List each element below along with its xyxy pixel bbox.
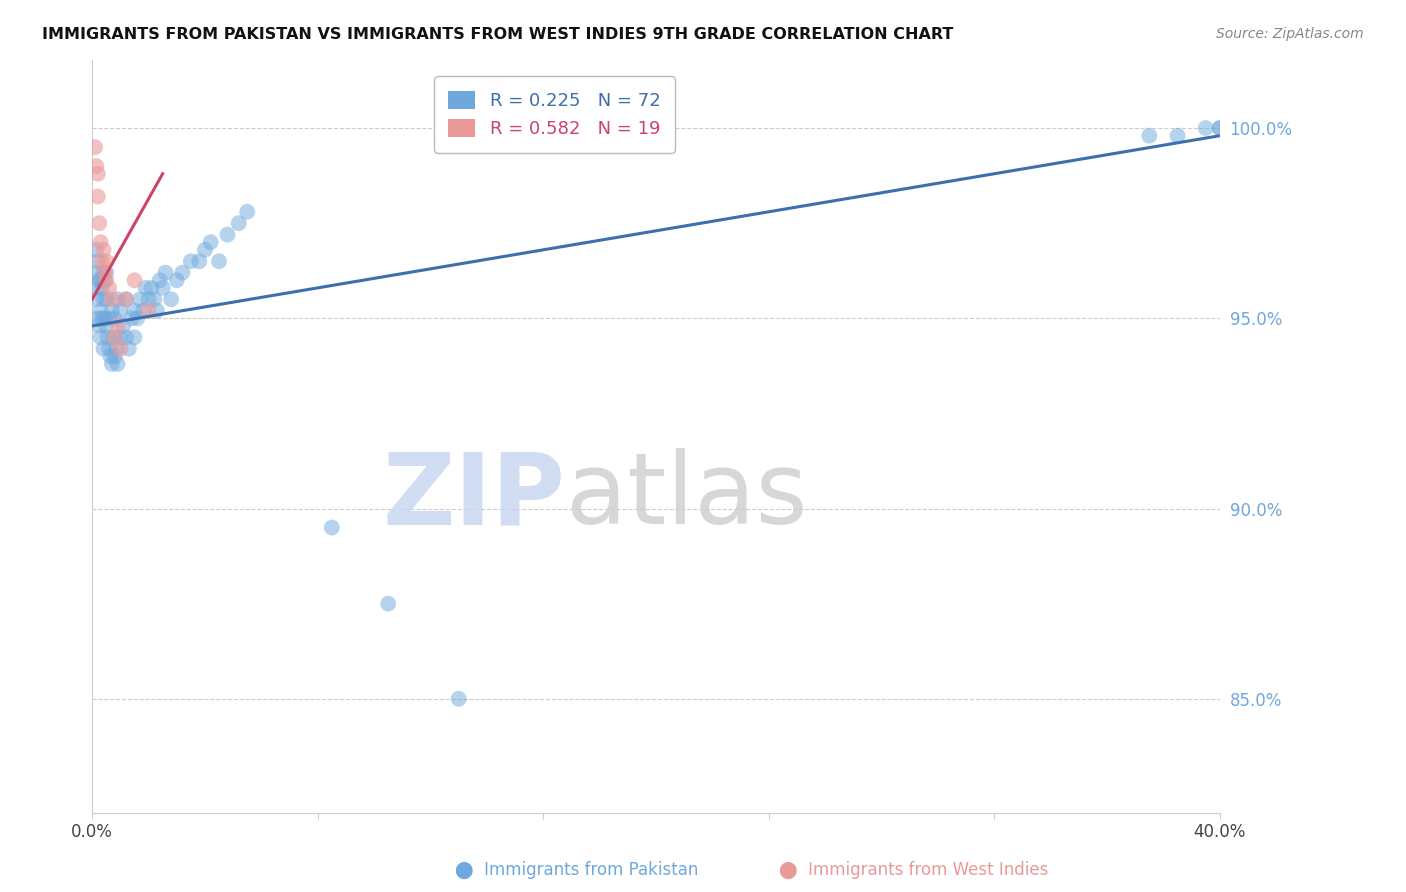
Point xyxy=(87,311,110,326)
Point xyxy=(94,273,117,287)
Point xyxy=(112,318,135,333)
Point xyxy=(124,273,146,287)
Point xyxy=(138,303,160,318)
Point xyxy=(124,330,146,344)
Point xyxy=(135,281,157,295)
Point xyxy=(93,293,115,307)
Point xyxy=(160,293,183,307)
Point xyxy=(447,691,470,706)
Point xyxy=(155,266,177,280)
Point xyxy=(98,281,121,295)
Point xyxy=(152,281,174,295)
Point xyxy=(87,189,110,203)
Point xyxy=(90,273,112,287)
Point xyxy=(228,216,250,230)
Point xyxy=(91,254,114,268)
Point xyxy=(101,293,124,307)
Point xyxy=(89,318,111,333)
Text: ⬤  Immigrants from Pakistan: ⬤ Immigrants from Pakistan xyxy=(454,861,699,879)
Point xyxy=(110,342,132,356)
Point xyxy=(87,167,110,181)
Point xyxy=(93,342,115,356)
Point xyxy=(200,235,222,250)
Point xyxy=(1209,121,1232,136)
Point xyxy=(124,303,146,318)
Point xyxy=(86,293,108,307)
Point xyxy=(98,311,121,326)
Point xyxy=(377,597,399,611)
Point xyxy=(84,140,107,154)
Point xyxy=(115,293,138,307)
Point xyxy=(1195,121,1218,136)
Text: IMMIGRANTS FROM PAKISTAN VS IMMIGRANTS FROM WEST INDIES 9TH GRADE CORRELATION CH: IMMIGRANTS FROM PAKISTAN VS IMMIGRANTS F… xyxy=(42,27,953,42)
Text: Source: ZipAtlas.com: Source: ZipAtlas.com xyxy=(1216,27,1364,41)
Point xyxy=(101,357,124,371)
Point xyxy=(93,266,115,280)
Point xyxy=(86,243,108,257)
Legend: R = 0.225   N = 72, R = 0.582   N = 19: R = 0.225 N = 72, R = 0.582 N = 19 xyxy=(434,76,675,153)
Point xyxy=(107,357,129,371)
Point xyxy=(115,293,138,307)
Point xyxy=(87,254,110,268)
Point xyxy=(96,318,118,333)
Point xyxy=(132,303,155,318)
Text: ZIP: ZIP xyxy=(382,448,565,545)
Text: ⬤  Immigrants from West Indies: ⬤ Immigrants from West Indies xyxy=(779,861,1049,879)
Point xyxy=(100,350,122,364)
Point xyxy=(121,311,143,326)
Text: atlas: atlas xyxy=(565,448,807,545)
Point xyxy=(94,311,117,326)
Point xyxy=(87,281,110,295)
Point xyxy=(236,204,259,219)
Point xyxy=(1137,128,1160,143)
Point xyxy=(103,330,125,344)
Point xyxy=(180,254,202,268)
Point xyxy=(1209,121,1232,136)
Point xyxy=(90,330,112,344)
Point xyxy=(96,266,118,280)
Point xyxy=(110,303,132,318)
Point xyxy=(93,243,115,257)
Point xyxy=(138,293,160,307)
Point xyxy=(194,243,217,257)
Point xyxy=(98,342,121,356)
Point xyxy=(166,273,188,287)
Point xyxy=(101,303,124,318)
Point xyxy=(91,281,114,295)
Point xyxy=(97,330,120,344)
Point xyxy=(188,254,211,268)
Point xyxy=(107,318,129,333)
Point xyxy=(115,330,138,344)
Point xyxy=(141,281,163,295)
Point xyxy=(96,293,118,307)
Point xyxy=(110,330,132,344)
Point xyxy=(118,342,141,356)
Point xyxy=(321,520,343,534)
Point xyxy=(172,266,194,280)
Point xyxy=(208,254,231,268)
Point xyxy=(90,235,112,250)
Point xyxy=(107,293,129,307)
Point xyxy=(217,227,239,242)
Point xyxy=(146,303,169,318)
Point xyxy=(129,293,152,307)
Point xyxy=(96,273,118,287)
Point xyxy=(96,254,118,268)
Point xyxy=(91,311,114,326)
Point xyxy=(89,273,111,287)
Point xyxy=(94,266,117,280)
Point xyxy=(105,342,128,356)
Point xyxy=(84,266,107,280)
Point xyxy=(143,293,166,307)
Point xyxy=(86,159,108,173)
Point xyxy=(90,303,112,318)
Point xyxy=(104,330,127,344)
Point xyxy=(104,311,127,326)
Point xyxy=(127,311,149,326)
Point xyxy=(149,273,172,287)
Point xyxy=(1167,128,1189,143)
Point xyxy=(104,350,127,364)
Point xyxy=(89,216,111,230)
